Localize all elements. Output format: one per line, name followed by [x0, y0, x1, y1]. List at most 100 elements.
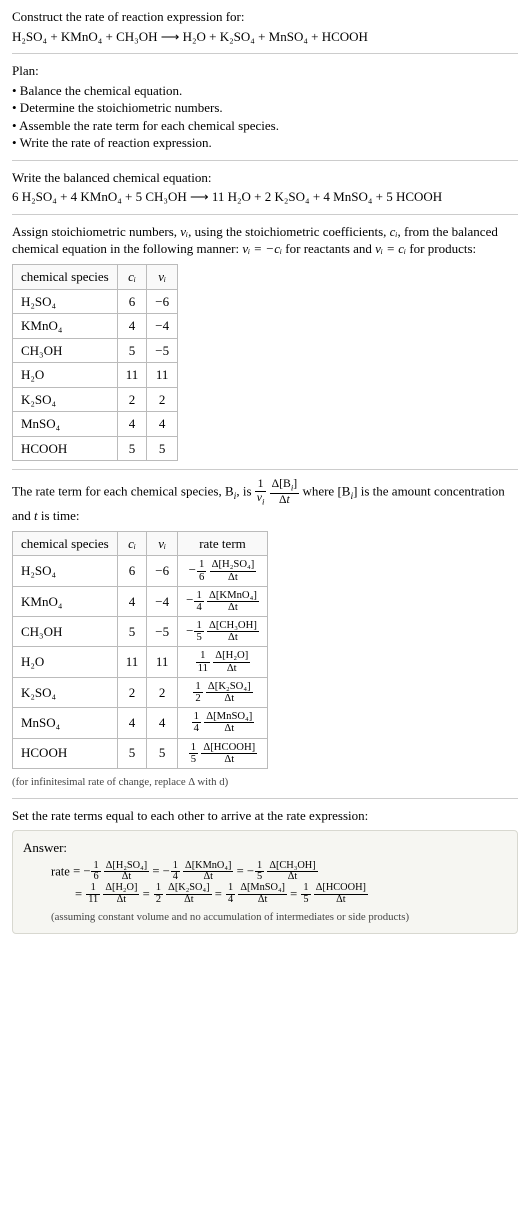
- plan-item: • Balance the chemical equation.: [12, 82, 518, 100]
- table-row: MnSO₄ 4 4 14 Δ[MnSO₄]Δt: [13, 708, 268, 738]
- cell-vi: 5: [147, 738, 178, 768]
- assign-e: for products:: [406, 241, 476, 256]
- cell-species: H₂O: [13, 647, 118, 677]
- table-row: MnSO₄ 4 4: [13, 412, 178, 437]
- cell-vi: 2: [147, 387, 178, 412]
- divider: [12, 53, 518, 54]
- cell-species: MnSO₄: [13, 412, 118, 437]
- divider: [12, 798, 518, 799]
- cell-vi: 4: [147, 708, 178, 738]
- cell-species: H₂SO₄: [13, 556, 118, 586]
- table-row: HCOOH 5 5 15 Δ[HCOOH]Δt: [13, 738, 268, 768]
- cell-species: KMnO₄: [13, 314, 118, 339]
- rate-line-2: = 111 Δ[H₂O]Δt = 12 Δ[K₂SO₄]Δt = 14 Δ[Mn…: [75, 883, 507, 906]
- answer-label: Answer:: [23, 839, 507, 857]
- plan-item: • Assemble the rate term for each chemic…: [12, 117, 518, 135]
- cell-vi: −6: [147, 289, 178, 314]
- cell-species: H₂SO₄: [13, 289, 118, 314]
- cell-rate-term: −14 Δ[KMnO₄]Δt: [178, 586, 268, 616]
- plan-list: • Balance the chemical equation. • Deter…: [12, 82, 518, 152]
- rate-word: rate: [51, 864, 70, 878]
- table-row: K₂SO₄ 2 2 12 Δ[K₂SO₄]Δt: [13, 677, 268, 707]
- cell-vi: −6: [147, 556, 178, 586]
- cell-ci: 5: [117, 338, 147, 363]
- cell-ci: 5: [117, 738, 147, 768]
- intro-line: Construct the rate of reaction expressio…: [12, 8, 518, 26]
- plan-item: • Determine the stoichiometric numbers.: [12, 99, 518, 117]
- cell-rate-term: −16 Δ[H₂SO₄]Δt: [178, 556, 268, 586]
- cell-rate-term: −15 Δ[CH₃OH]Δt: [178, 617, 268, 647]
- balanced-label: Write the balanced chemical equation:: [12, 169, 518, 187]
- cell-ci: 5: [117, 436, 147, 461]
- answer-box: Answer: rate = −16 Δ[H₂SO₄]Δt = −14 Δ[KM…: [12, 830, 518, 934]
- table-row: CH₃OH 5 −5: [13, 338, 178, 363]
- th-species: chemical species: [13, 265, 118, 290]
- cell-species: KMnO₄: [13, 586, 118, 616]
- cell-species: H₂O: [13, 363, 118, 388]
- ci: cᵢ: [390, 224, 398, 239]
- cell-vi: −4: [147, 314, 178, 339]
- plan: Plan: • Balance the chemical equation. •…: [12, 62, 518, 152]
- assign-text: Assign stoichiometric numbers, νᵢ, using…: [12, 223, 518, 258]
- th-rate: rate term: [178, 531, 268, 556]
- rel2: νᵢ = cᵢ: [375, 241, 406, 256]
- cell-rate-term: 111 Δ[H₂O]Δt: [178, 647, 268, 677]
- table-row: HCOOH 5 5: [13, 436, 178, 461]
- th-species: chemical species: [13, 531, 118, 556]
- rel1: νᵢ = −cᵢ: [242, 241, 282, 256]
- cell-ci: 6: [117, 556, 147, 586]
- balanced: Write the balanced chemical equation: 6 …: [12, 169, 518, 206]
- cell-ci: 11: [117, 647, 147, 677]
- cell-rate-term: 12 Δ[K₂SO₄]Δt: [178, 677, 268, 707]
- rt-a: The rate term for each chemical species,…: [12, 484, 234, 499]
- rate-line-1: rate = −16 Δ[H₂SO₄]Δt = −14 Δ[KMnO₄]Δt =…: [51, 861, 507, 884]
- rt-e: is time:: [38, 508, 80, 523]
- cell-vi: 2: [147, 677, 178, 707]
- intro: Construct the rate of reaction expressio…: [12, 8, 518, 45]
- cell-species: MnSO₄: [13, 708, 118, 738]
- table-header-row: chemical species cᵢ νᵢ: [13, 265, 178, 290]
- cell-vi: 4: [147, 412, 178, 437]
- set-equal: Set the rate terms equal to each other t…: [12, 807, 518, 825]
- assign-b: , using the stoichiometric coefficients,: [188, 224, 390, 239]
- cell-vi: 11: [147, 363, 178, 388]
- cell-species: K₂SO₄: [13, 387, 118, 412]
- balanced-equation: 6 H₂SO₄ + 4 KMnO₄ + 5 CH₃OH ⟶ 11 H₂O + 2…: [12, 188, 518, 206]
- plan-item: • Write the rate of reaction expression.: [12, 134, 518, 152]
- th-vi: νᵢ: [147, 265, 178, 290]
- divider: [12, 469, 518, 470]
- cell-ci: 2: [117, 387, 147, 412]
- table-row: H₂SO₄ 6 −6 −16 Δ[H₂SO₄]Δt: [13, 556, 268, 586]
- th-ci: cᵢ: [117, 531, 147, 556]
- stoich-table: chemical species cᵢ νᵢ H₂SO₄ 6 −6KMnO₄ 4…: [12, 264, 178, 461]
- th-vi: νᵢ: [147, 531, 178, 556]
- rt-b: , is: [236, 484, 254, 499]
- cell-ci: 11: [117, 363, 147, 388]
- plan-label: Plan:: [12, 62, 518, 80]
- cell-species: HCOOH: [13, 738, 118, 768]
- rate-table: chemical species cᵢ νᵢ rate term H₂SO₄ 6…: [12, 531, 268, 769]
- cell-ci: 4: [117, 314, 147, 339]
- cell-ci: 4: [117, 708, 147, 738]
- cell-vi: 11: [147, 647, 178, 677]
- table-row: KMnO₄ 4 −4: [13, 314, 178, 339]
- cell-ci: 4: [117, 412, 147, 437]
- table-row: H₂O 11 11: [13, 363, 178, 388]
- rate-text: The rate term for each chemical species,…: [12, 478, 518, 524]
- cell-vi: −5: [147, 338, 178, 363]
- cell-ci: 6: [117, 289, 147, 314]
- intro-equation: H₂SO₄ + KMnO₄ + CH₃OH ⟶ H₂O + K₂SO₄ + Mn…: [12, 28, 518, 46]
- cell-rate-term: 15 Δ[HCOOH]Δt: [178, 738, 268, 768]
- cell-vi: −4: [147, 586, 178, 616]
- delta-frac: Δ[Bi]Δt: [270, 478, 300, 507]
- cell-vi: 5: [147, 436, 178, 461]
- table-row: KMnO₄ 4 −4 −14 Δ[KMnO₄]Δt: [13, 586, 268, 616]
- divider: [12, 160, 518, 161]
- assign-a: Assign stoichiometric numbers,: [12, 224, 180, 239]
- table-header-row: chemical species cᵢ νᵢ rate term: [13, 531, 268, 556]
- cell-ci: 2: [117, 677, 147, 707]
- nu: νᵢ: [180, 224, 188, 239]
- cell-ci: 4: [117, 586, 147, 616]
- cell-species: K₂SO₄: [13, 677, 118, 707]
- th-ci: cᵢ: [117, 265, 147, 290]
